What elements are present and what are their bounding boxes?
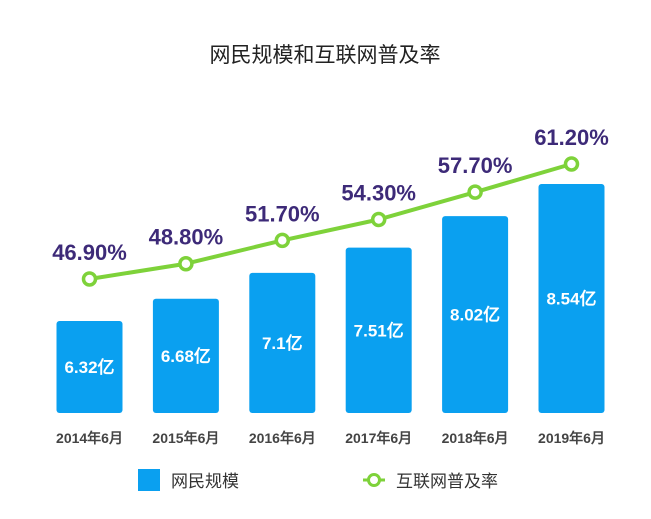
line-point (274, 232, 291, 249)
line-value-label: 51.70% (245, 201, 320, 226)
line-series-group: 46.90% 48.80% 51.70% 54.30% 57.70% 61.20% (52, 125, 609, 287)
category-label: 2016年6月 (249, 430, 316, 446)
line-point (563, 156, 580, 172)
bar (152, 298, 219, 413)
legend-label-bar: 网民规模 (171, 472, 239, 492)
chart-title: 网民规模和互联网普及率 (210, 43, 441, 67)
line-value-label: 54.30% (341, 180, 416, 205)
line-path (89, 162, 573, 281)
bar-value-label: 7.51亿 (354, 320, 404, 340)
bar-value-label: 7.1亿 (262, 333, 303, 353)
bar (442, 216, 509, 413)
bar-value-label: 8.54亿 (546, 289, 596, 309)
line-point (370, 211, 387, 228)
legend-label-line: 互联网普及率 (396, 472, 498, 492)
line-point (81, 271, 98, 287)
bar-value-label: 6.32亿 (64, 357, 114, 377)
legend-swatch-bar (138, 469, 160, 491)
category-label: 2017年6月 (345, 430, 412, 446)
bar (56, 321, 123, 413)
line-value-label: 46.90% (52, 240, 127, 265)
category-label: 2015年6月 (152, 430, 219, 446)
legend: 网民规模 互联网普及率 (138, 469, 498, 492)
category-label: 2018年6月 (442, 430, 509, 446)
bar-labels-group: 6.32亿 6.68亿 7.1亿 7.51亿 8.02亿 8.54亿 (64, 289, 596, 378)
bar (345, 247, 412, 413)
line-value-label: 57.70% (438, 153, 513, 178)
category-labels-group: 2014年6月 2015年6月 2016年6月 2017年6月 2018年6月 2019年… (56, 430, 605, 446)
line-point (467, 184, 483, 200)
category-label: 2014年6月 (56, 430, 123, 446)
legend-marker-line (367, 473, 381, 487)
bar (249, 272, 316, 413)
line-point (178, 255, 194, 272)
bar-value-label: 8.02亿 (450, 305, 500, 325)
line-value-label: 48.80% (149, 225, 224, 250)
line-value-label: 61.20% (534, 125, 609, 150)
bar (538, 184, 605, 413)
category-label: 2019年6月 (538, 430, 605, 446)
bars-group (56, 184, 605, 413)
bar-value-label: 6.68亿 (161, 346, 211, 366)
